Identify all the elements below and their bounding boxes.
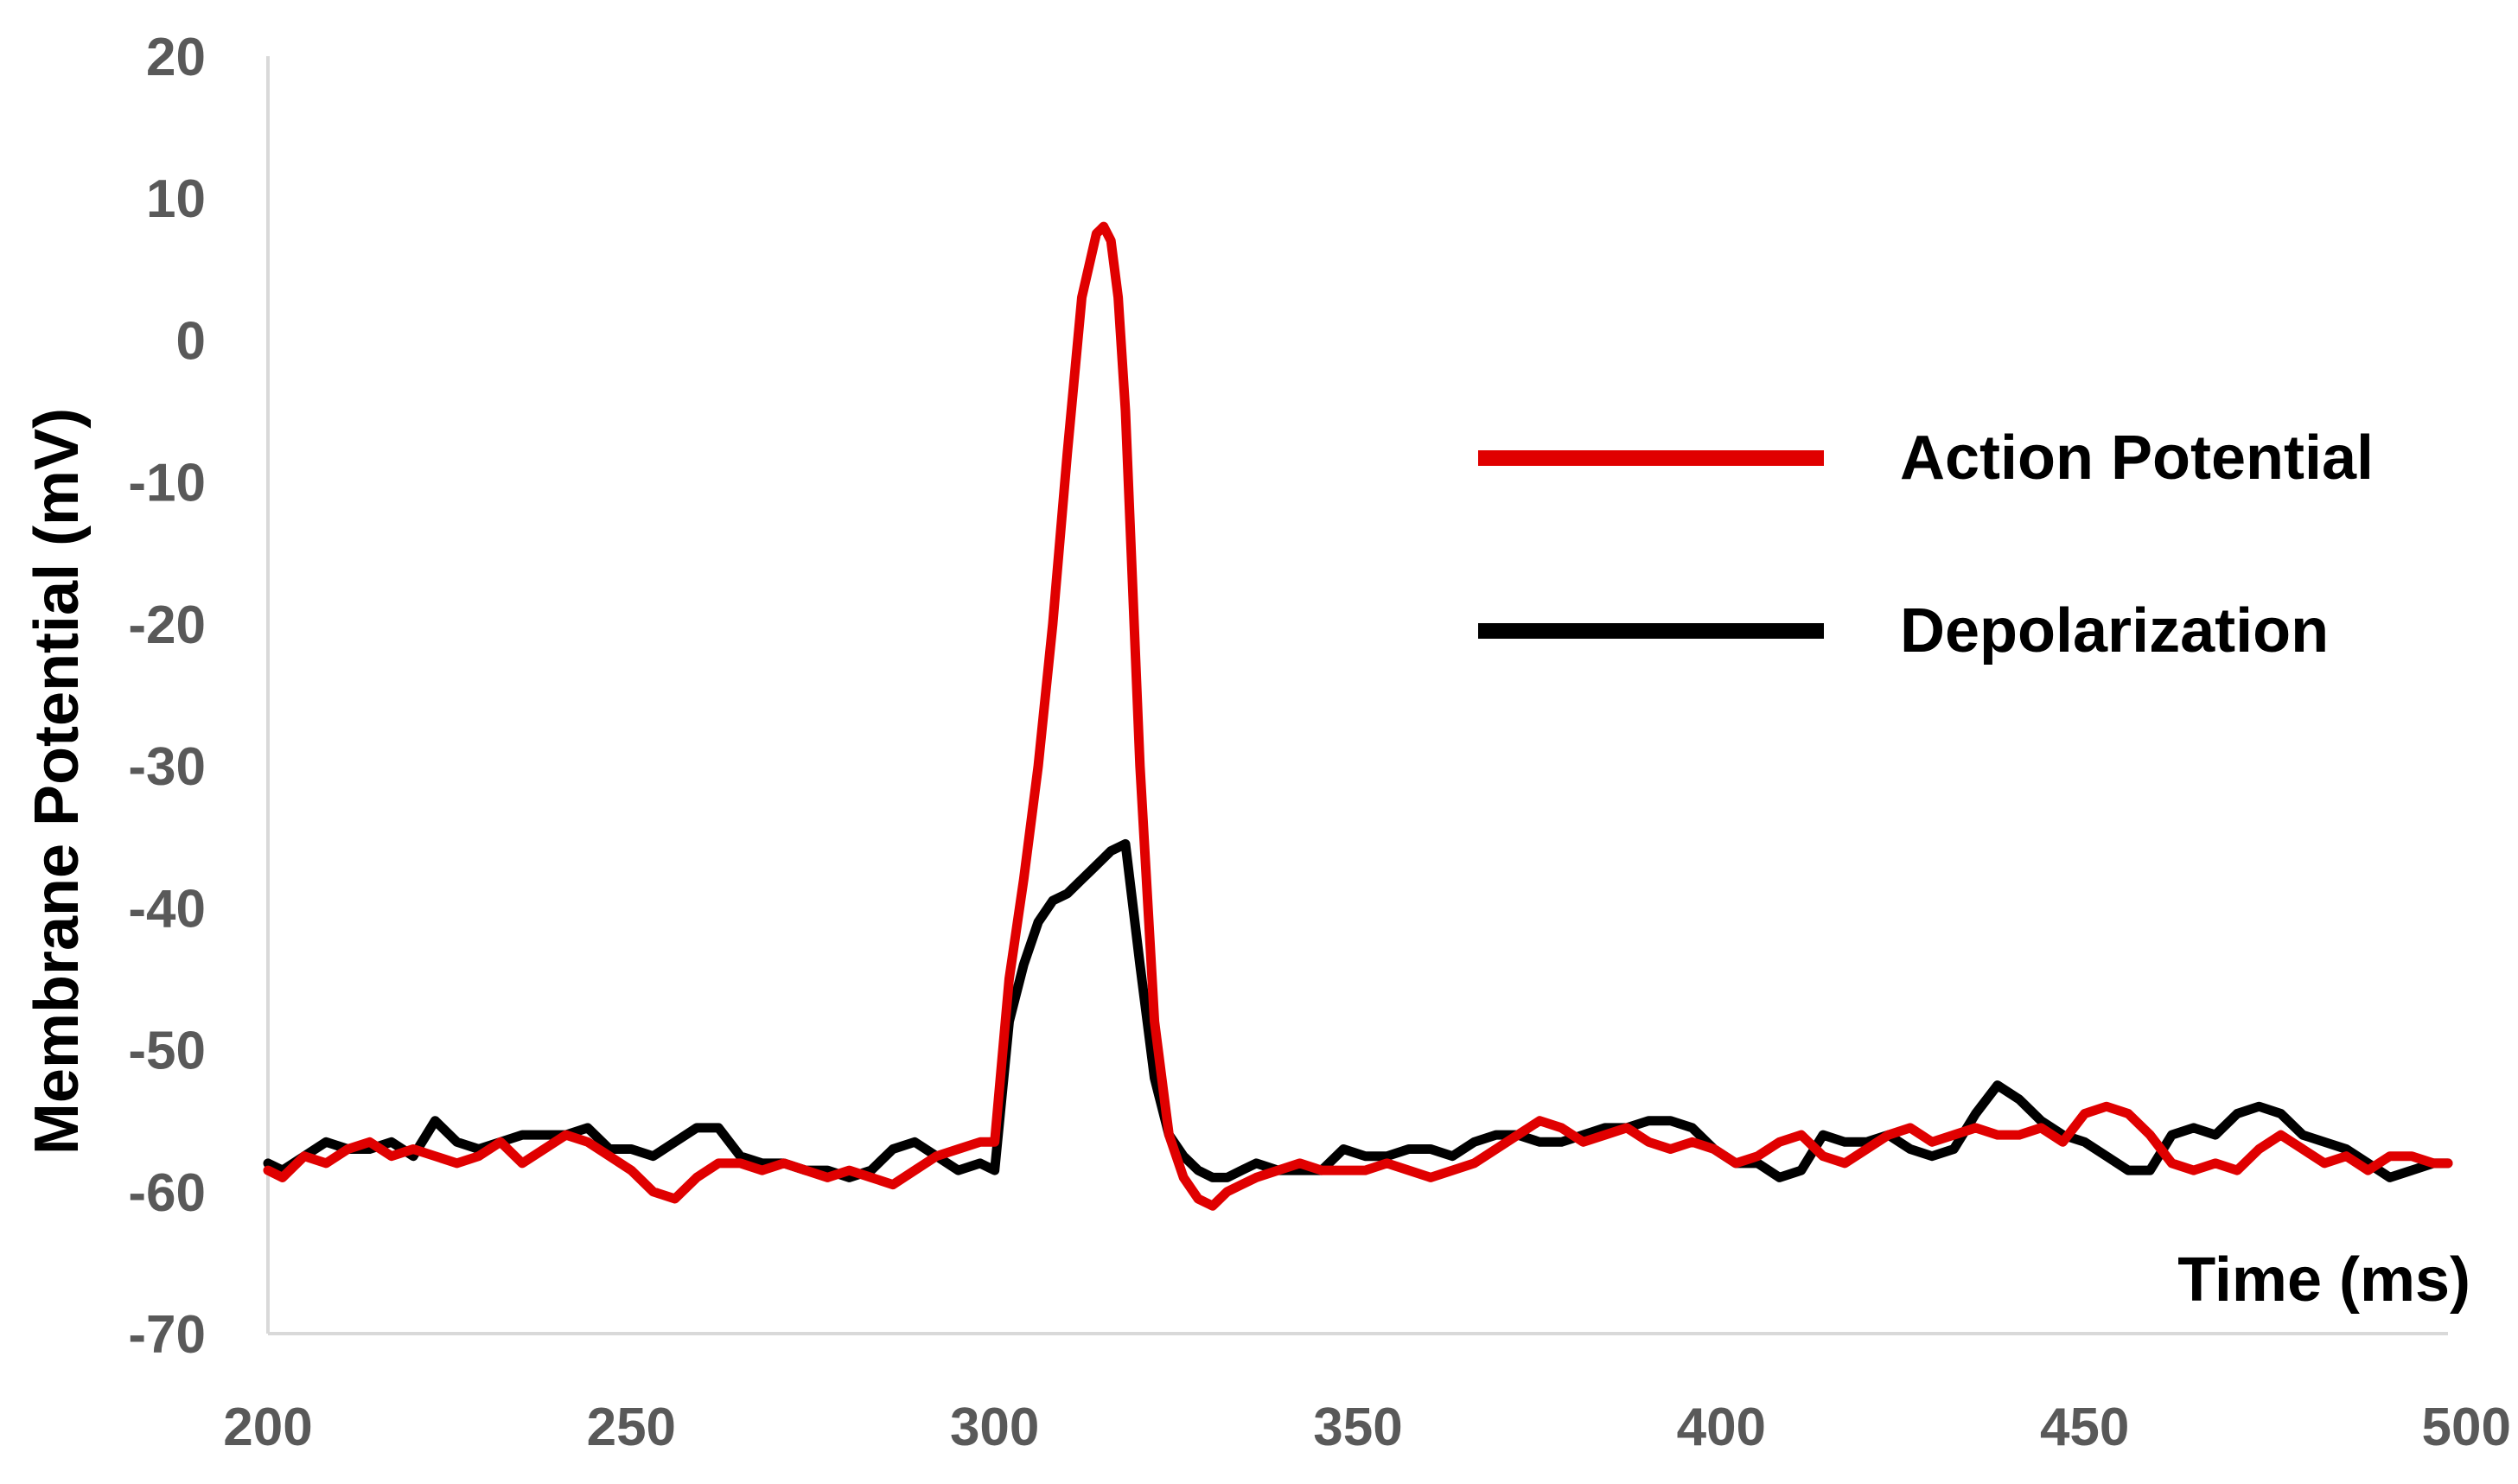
legend: Action Potential Depolarization xyxy=(1478,424,2374,666)
y-tick-label: 10 xyxy=(146,169,206,229)
series-line-depolarization xyxy=(263,838,2453,1182)
series-line-action-potential xyxy=(263,221,2453,1211)
x-tick-labels: 200 250 300 350 400 450 500 xyxy=(223,1398,2511,1457)
y-tick-label: 20 xyxy=(146,28,206,87)
y-tick-label: -10 xyxy=(128,454,206,513)
y-tick-label: -70 xyxy=(128,1305,206,1365)
y-tick-labels: 20 10 0 -10 -20 -30 -40 -50 -60 -70 xyxy=(128,28,206,1365)
y-tick-label: -50 xyxy=(128,1022,206,1081)
y-axis-title: Membrane Potential (mV) xyxy=(22,408,92,1155)
x-tick-label: 250 xyxy=(587,1398,676,1457)
x-tick-label: 450 xyxy=(2040,1398,2129,1457)
x-tick-label: 350 xyxy=(1313,1398,1402,1457)
x-tick-label: 400 xyxy=(1677,1398,1766,1457)
x-tick-label: 300 xyxy=(950,1398,1039,1457)
x-axis-title: Time (ms) xyxy=(2177,1245,2470,1315)
x-tick-label: 500 xyxy=(2422,1398,2511,1457)
legend-label: Depolarization xyxy=(1900,596,2329,666)
y-tick-label: -20 xyxy=(128,596,206,655)
y-tick-label: -60 xyxy=(128,1163,206,1223)
y-tick-label: -30 xyxy=(128,737,206,797)
y-tick-label: 0 xyxy=(176,311,206,371)
y-tick-label: -40 xyxy=(128,879,206,939)
axes xyxy=(266,56,2448,1335)
series-layer xyxy=(263,221,2453,1211)
legend-label: Action Potential xyxy=(1900,424,2374,493)
x-tick-label: 200 xyxy=(223,1398,312,1457)
